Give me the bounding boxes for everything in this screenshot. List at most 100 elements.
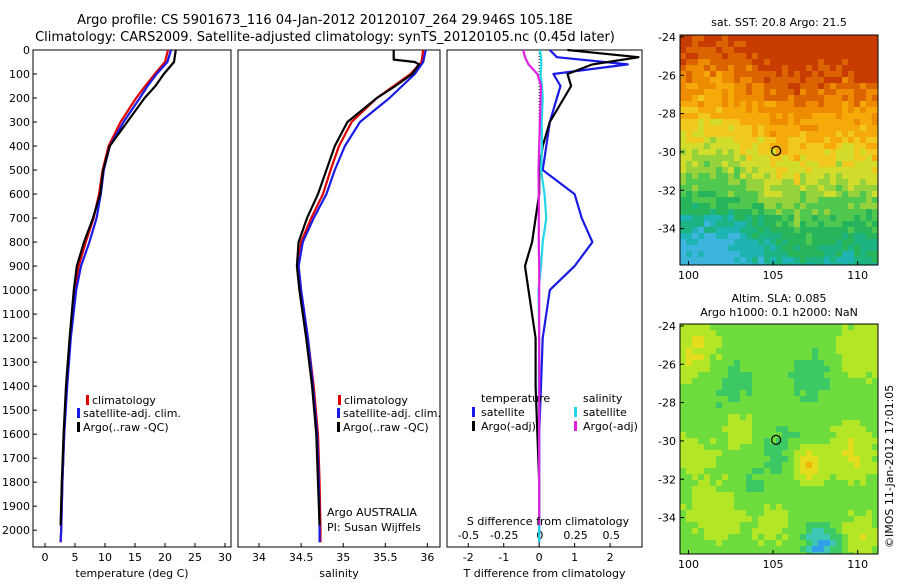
sst-cell [794,107,801,114]
sla-cell [866,354,873,361]
sst-cell [818,77,825,84]
sst-cell [842,257,849,264]
sla-cell [710,426,717,433]
sla-cell [764,486,771,493]
sla-cell [692,534,699,541]
sla-cell [836,456,843,463]
sst-cell [872,173,878,180]
sst-cell [680,215,687,222]
sla-cell [770,510,777,517]
sla-cell [818,384,825,391]
sla-cell [860,390,867,397]
sla-cell [782,378,789,385]
sla-cell [770,456,777,463]
sst-cell [854,35,861,42]
sla-cell [722,384,729,391]
sst-cell [854,245,861,252]
sst-cell [806,143,813,150]
sla-cell [794,342,801,349]
sla-cell [794,366,801,373]
sla-cell [704,360,711,367]
sst-cell [788,143,795,150]
sst-cell [788,197,795,204]
sla-cell [860,516,867,523]
sst-cell [746,263,753,265]
sla-cell [728,486,735,493]
sst-cell [722,173,729,180]
sla-cell [740,378,747,385]
sla-cell [806,396,813,403]
sst-cell [740,113,747,120]
sla-cell [740,534,747,541]
sla-cell [734,474,741,481]
sla-cell [848,348,855,355]
sla-cell [836,492,843,499]
sla-cell [776,330,783,337]
sla-cell [806,450,813,457]
sla-cell [758,480,765,487]
sla-cell [854,522,861,529]
sla-cell [746,522,753,529]
sst-cell [812,257,819,264]
sla-cell [818,336,825,343]
sst-cell [806,257,813,264]
sst-cell [848,155,855,162]
sla-cell [794,510,801,517]
sst-cell [692,245,699,252]
sla-cell [866,540,873,547]
sst-cell [722,143,729,150]
sst-cell [722,107,729,114]
sst-cell [848,71,855,78]
sst-cell [722,185,729,192]
sla-cell [728,366,735,373]
sst-cell [794,113,801,120]
sla-cell [746,456,753,463]
sla-cell [800,528,807,535]
sst-cell [842,227,849,234]
sla-cell [716,426,723,433]
sst-cell [692,95,699,102]
sst-cell [848,263,855,265]
sst-cell [704,143,711,150]
sla-cell [860,396,867,403]
sla-cell [824,444,831,451]
legend-swatch-climatology [86,395,89,405]
sla-cell [776,420,783,427]
sla-cell [848,444,855,451]
depth-tick-label: 1800 [2,476,30,489]
sla-cell [704,426,711,433]
sst-cell [704,221,711,228]
sla-cell [794,486,801,493]
sla-cell [728,492,735,499]
sla-cell [806,354,813,361]
sla-cell [872,336,878,343]
sst-cell [812,83,819,90]
sla-cell [734,342,741,349]
sst-cell [698,155,705,162]
sla-cell [752,390,759,397]
map-y-tick-label: -32 [658,184,676,197]
sla-cell [866,474,873,481]
sla-cell [836,408,843,415]
sst-cell [824,131,831,138]
sst-cell [788,65,795,72]
sst-cell [740,143,747,150]
sla-cell [680,342,687,349]
sla-cell [782,426,789,433]
sla-cell [800,492,807,499]
sst-cell [782,179,789,186]
sst-cell [716,263,723,265]
sst-cell [806,137,813,144]
sst-cell [716,203,723,210]
sla-cell [848,486,855,493]
sla-cell [728,444,735,451]
sla-cell [830,366,837,373]
sla-cell [812,522,819,529]
sla-cell [794,348,801,355]
sst-cell [770,197,777,204]
sst-cell [770,155,777,162]
sst-cell [824,113,831,120]
sst-cell [824,119,831,126]
sla-cell [800,540,807,547]
sla-cell [794,408,801,415]
